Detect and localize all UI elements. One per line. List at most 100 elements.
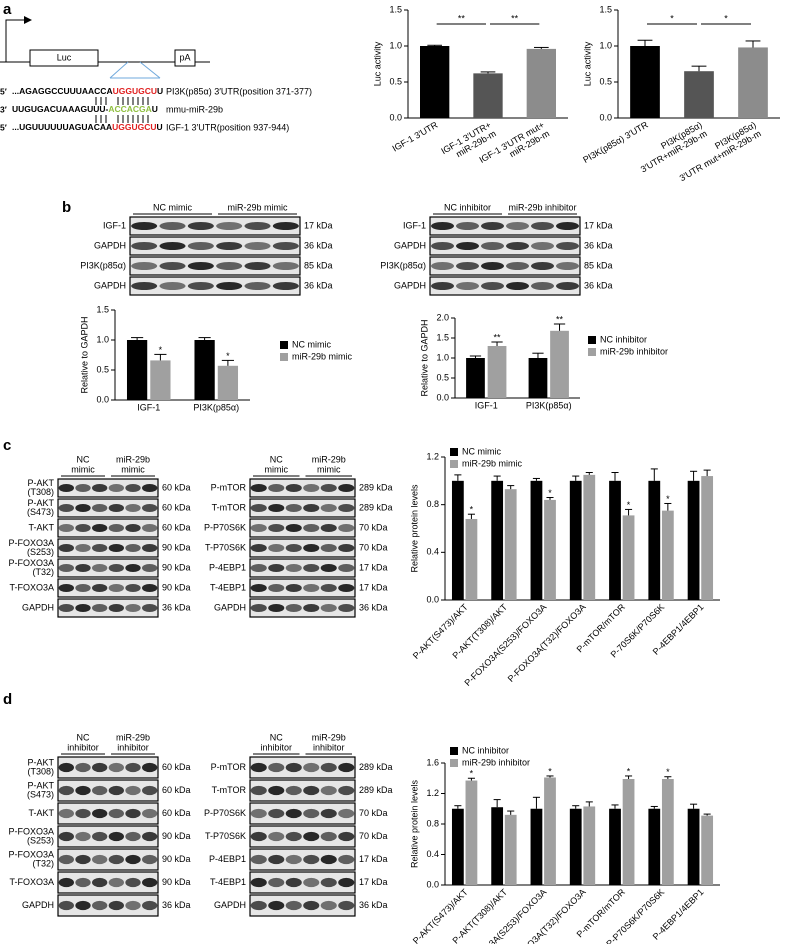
bar	[701, 815, 714, 885]
y-tick-label: 1.5	[389, 4, 402, 14]
bar	[217, 365, 239, 400]
band	[303, 484, 320, 492]
bar	[126, 340, 148, 400]
row-label: P-AKT	[27, 498, 54, 508]
bar	[583, 806, 596, 885]
band	[431, 222, 454, 230]
group-label: NC	[77, 454, 90, 464]
band	[75, 785, 91, 796]
group-label: inhibitor	[67, 742, 99, 752]
band	[108, 785, 125, 796]
band	[338, 564, 355, 572]
bar	[684, 71, 714, 118]
y-tick-label: 0.0	[436, 392, 449, 402]
band	[75, 854, 91, 865]
y-tick-label: 1.0	[389, 40, 402, 50]
legend-swatch	[450, 747, 458, 755]
legend-label: miR-29b mimic	[292, 351, 353, 361]
group-label: NC inhibitor	[444, 202, 491, 212]
row-label: P-P70S6K	[204, 522, 246, 532]
band	[250, 484, 267, 492]
row-label: P-P70S6K	[204, 808, 246, 818]
bar	[526, 48, 556, 118]
legend-label: miR-29b inhibitor	[600, 346, 668, 356]
row-label: P-AKT	[27, 478, 54, 488]
band	[142, 877, 158, 888]
y-axis-label: Relative protein levels	[409, 484, 419, 573]
size-label: 289 kDa	[359, 482, 393, 492]
band	[125, 831, 141, 842]
band	[187, 282, 214, 290]
band	[556, 282, 579, 290]
blot-strip	[249, 538, 356, 558]
band	[320, 524, 337, 532]
band	[125, 785, 141, 796]
sequence-part: ...AGAGGCCUUUAACCA	[12, 86, 113, 96]
band	[58, 604, 74, 612]
band	[320, 544, 337, 552]
y-tick-label: 1.5	[599, 4, 612, 14]
bar	[504, 489, 517, 600]
y-axis-label: Luc activity	[582, 41, 592, 86]
blot-strip	[129, 276, 301, 296]
band	[75, 604, 91, 612]
size-label: 289 kDa	[359, 762, 393, 772]
bar	[473, 73, 503, 118]
panel-letter: b	[62, 199, 71, 216]
size-label: 36 kDa	[162, 602, 191, 612]
band	[268, 762, 285, 773]
promoter-arrow	[5, 19, 24, 62]
band	[272, 242, 299, 250]
size-label: 36 kDa	[584, 240, 613, 250]
group-label: inhibitor	[117, 742, 149, 752]
band	[285, 564, 302, 572]
row-label: (T308)	[27, 487, 54, 497]
size-label: 36 kDa	[359, 602, 388, 612]
arrow-head	[24, 16, 32, 24]
band	[250, 584, 267, 592]
band	[285, 900, 302, 911]
band	[303, 544, 320, 552]
y-axis-label: Relative to GAPDH	[79, 316, 89, 393]
pa-box	[174, 49, 196, 67]
band	[431, 282, 454, 290]
blot-strip	[249, 558, 356, 578]
bar	[583, 474, 596, 600]
blot-strip	[429, 236, 581, 256]
band	[506, 242, 529, 250]
blot-strip	[57, 756, 159, 779]
band	[250, 544, 267, 552]
bar	[550, 330, 569, 398]
size-label: 60 kDa	[162, 785, 191, 795]
band	[320, 762, 337, 773]
band	[285, 762, 302, 773]
band	[75, 584, 91, 592]
row-label: T-AKT	[28, 522, 54, 532]
bar	[465, 518, 478, 600]
y-tick-label: 0.8	[426, 818, 439, 828]
band	[272, 222, 299, 230]
x-tick-label: P-FOXO3A(S253)/FOXO3A	[462, 602, 548, 688]
size-label: 17 kDa	[359, 582, 388, 592]
band	[338, 604, 355, 612]
bar	[609, 808, 621, 885]
band	[159, 262, 186, 270]
seed-region: UGGUGCU	[113, 86, 157, 96]
bar	[661, 510, 674, 600]
band	[216, 262, 243, 270]
band	[142, 785, 158, 796]
band	[108, 604, 125, 612]
band	[303, 854, 320, 865]
group-label: mimic	[71, 464, 95, 474]
band	[250, 877, 267, 888]
band	[92, 504, 108, 512]
band	[320, 900, 337, 911]
band	[131, 282, 158, 290]
band	[58, 831, 74, 842]
band	[303, 604, 320, 612]
band	[285, 484, 302, 492]
band	[58, 584, 74, 592]
band	[142, 504, 158, 512]
bar	[609, 480, 621, 600]
band	[58, 877, 74, 888]
